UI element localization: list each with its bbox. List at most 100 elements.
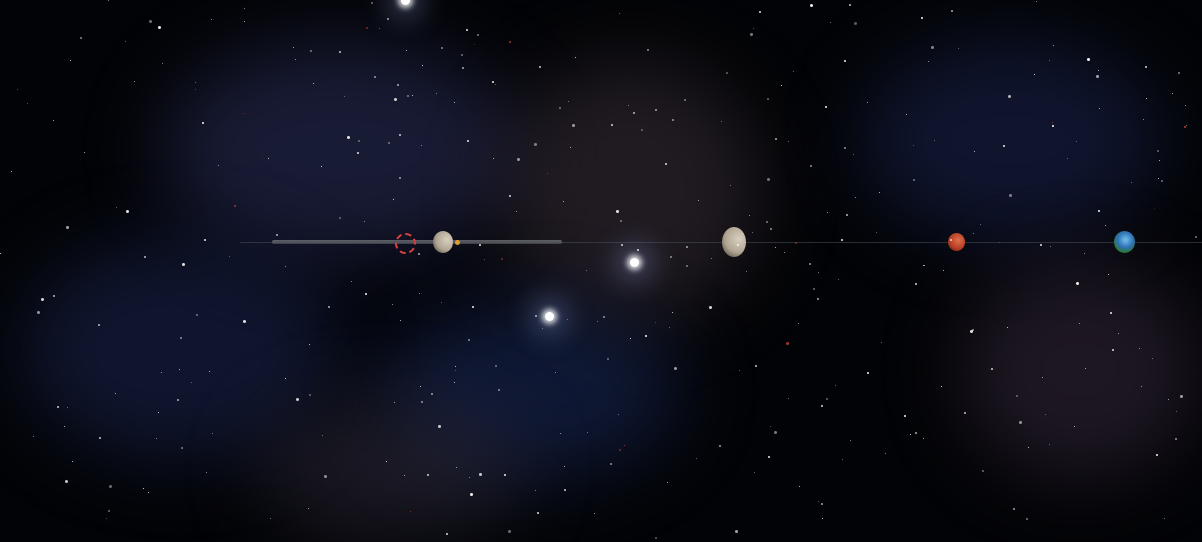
- background-star: [406, 50, 407, 51]
- background-star: [393, 199, 394, 200]
- background-star: [539, 66, 541, 68]
- background-star: [244, 113, 245, 114]
- background-star: [446, 533, 448, 535]
- target-reticle-icon[interactable]: [395, 233, 416, 254]
- background-star: [479, 473, 482, 476]
- background-star: [980, 224, 981, 225]
- background-star: [388, 142, 390, 144]
- background-star: [950, 239, 952, 241]
- spacecraft-hull[interactable]: [272, 240, 562, 244]
- background-star: [928, 61, 929, 62]
- background-star: [270, 518, 271, 519]
- background-star: [991, 368, 993, 370]
- background-star: [243, 320, 246, 323]
- background-star: [181, 447, 183, 449]
- background-star: [182, 263, 185, 266]
- background-star: [934, 140, 935, 141]
- background-star: [195, 89, 196, 90]
- background-star: [366, 27, 368, 29]
- nebula-cloud: [260, 400, 520, 540]
- background-star: [721, 121, 722, 122]
- background-star: [180, 337, 182, 339]
- background-star: [696, 458, 697, 459]
- background-star: [17, 89, 18, 90]
- background-star: [374, 76, 376, 78]
- background-star: [509, 41, 511, 43]
- background-star: [495, 84, 496, 85]
- background-star: [619, 13, 620, 14]
- background-star: [611, 124, 613, 126]
- background-star: [386, 461, 387, 462]
- background-star: [610, 463, 612, 465]
- background-star: [158, 412, 159, 413]
- earth-planet[interactable]: [1114, 231, 1135, 253]
- background-star: [1176, 411, 1177, 412]
- background-star: [469, 477, 470, 478]
- background-star: [1034, 74, 1035, 75]
- background-star: [964, 412, 966, 414]
- background-star: [684, 99, 686, 101]
- background-star: [1053, 45, 1054, 46]
- background-star: [420, 386, 421, 387]
- background-star: [587, 432, 588, 433]
- background-star: [134, 81, 135, 82]
- background-star: [793, 71, 794, 72]
- background-star: [970, 330, 973, 333]
- background-star: [516, 211, 517, 212]
- background-star: [421, 401, 423, 403]
- background-star: [826, 398, 828, 400]
- background-star: [84, 152, 85, 153]
- background-star: [735, 530, 738, 533]
- background-star: [674, 367, 677, 370]
- background-star: [364, 221, 365, 222]
- background-star: [1184, 126, 1186, 128]
- background-star: [158, 26, 161, 29]
- background-star: [755, 365, 757, 367]
- background-star: [830, 22, 831, 23]
- orange-marker-icon[interactable]: [455, 240, 460, 245]
- background-star: [1013, 508, 1015, 510]
- background-star: [108, 0, 109, 1]
- background-star: [295, 59, 296, 60]
- background-star: [218, 165, 219, 166]
- background-star: [854, 22, 857, 25]
- background-star: [1157, 150, 1159, 152]
- background-star: [1098, 210, 1100, 212]
- background-star: [421, 145, 422, 146]
- background-star: [501, 258, 503, 260]
- background-star: [65, 480, 68, 483]
- background-star: [563, 201, 564, 202]
- mars-planet[interactable]: [948, 233, 965, 251]
- background-star: [1099, 108, 1100, 109]
- background-star: [441, 47, 443, 49]
- background-star: [351, 281, 352, 282]
- background-star: [951, 10, 953, 12]
- background-star: [72, 461, 73, 462]
- background-star: [211, 19, 212, 20]
- background-star: [1112, 349, 1114, 351]
- moon-body[interactable]: [433, 231, 453, 253]
- background-star: [462, 67, 464, 69]
- background-star: [492, 81, 494, 83]
- bright-star: [545, 312, 554, 321]
- background-star: [813, 288, 815, 290]
- background-star: [752, 232, 753, 233]
- background-star: [419, 293, 420, 294]
- background-star: [466, 29, 468, 31]
- bright-star: [401, 0, 410, 5]
- background-star: [768, 456, 770, 458]
- background-star: [867, 102, 868, 103]
- background-star: [209, 371, 210, 372]
- background-star: [904, 415, 906, 417]
- background-star: [672, 119, 674, 121]
- background-star: [387, 18, 389, 20]
- background-star: [1076, 282, 1079, 285]
- background-star: [941, 386, 942, 387]
- background-star: [244, 8, 245, 9]
- background-star: [1042, 377, 1043, 378]
- nebula-cloud: [20, 240, 340, 460]
- background-star: [1118, 333, 1119, 334]
- background-star: [818, 272, 819, 273]
- moon-body-large[interactable]: [722, 227, 746, 257]
